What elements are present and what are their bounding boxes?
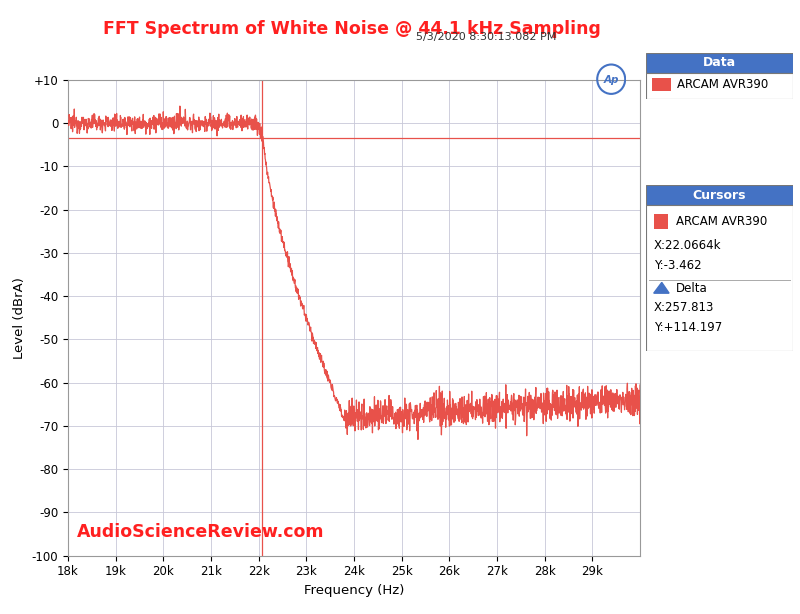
Text: ARCAM AVR390: ARCAM AVR390 — [676, 214, 767, 228]
FancyBboxPatch shape — [646, 205, 793, 351]
Y-axis label: Level (dBrA): Level (dBrA) — [13, 277, 26, 359]
Text: X:257.813: X:257.813 — [654, 301, 714, 314]
Text: Y:-3.462: Y:-3.462 — [654, 259, 702, 273]
Polygon shape — [654, 282, 669, 293]
Text: Y:+114.197: Y:+114.197 — [654, 321, 722, 333]
Text: Cursors: Cursors — [693, 189, 746, 202]
Bar — [652, 79, 671, 91]
Bar — [654, 214, 668, 228]
Text: Ap: Ap — [603, 75, 619, 85]
Text: FFT Spectrum of White Noise @ 44.1 kHz Sampling: FFT Spectrum of White Noise @ 44.1 kHz S… — [103, 20, 601, 37]
FancyBboxPatch shape — [646, 72, 793, 99]
Text: X:22.0664k: X:22.0664k — [654, 239, 722, 252]
Text: ARCAM AVR390: ARCAM AVR390 — [677, 78, 768, 91]
Text: Delta: Delta — [676, 282, 707, 295]
Text: Data: Data — [703, 56, 736, 69]
Text: AudioScienceReview.com: AudioScienceReview.com — [77, 523, 324, 542]
FancyBboxPatch shape — [646, 185, 793, 205]
FancyBboxPatch shape — [646, 53, 793, 72]
X-axis label: Frequency (Hz): Frequency (Hz) — [304, 584, 404, 597]
Text: 5/3/2020 8:30:13.082 PM: 5/3/2020 8:30:13.082 PM — [416, 32, 556, 42]
